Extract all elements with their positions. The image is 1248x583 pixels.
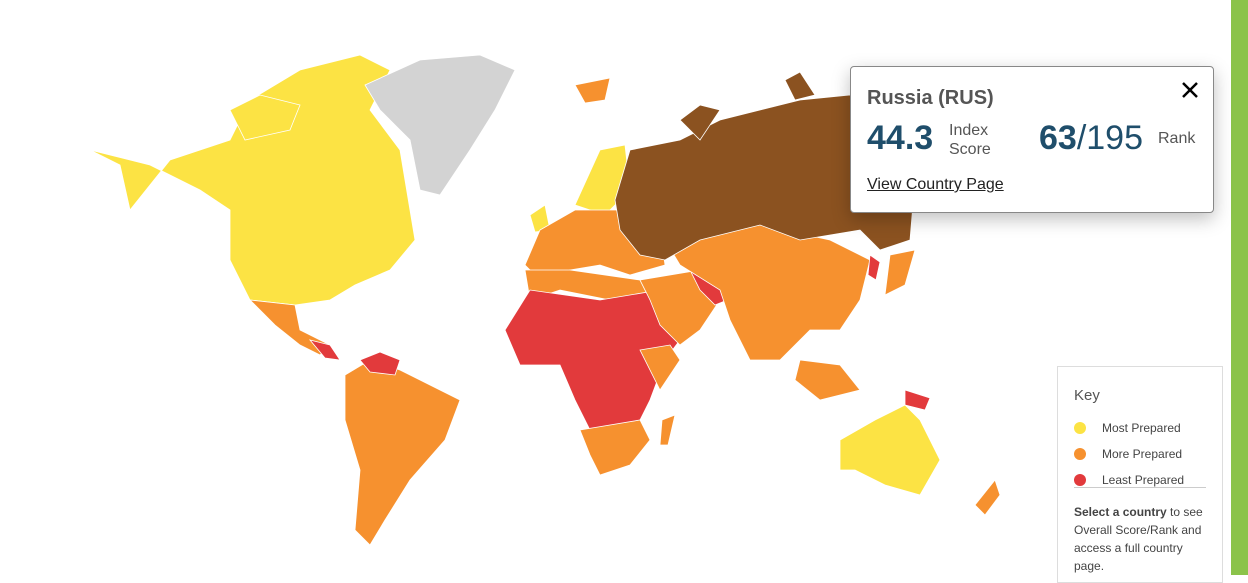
note-bold: Select a country [1074,505,1167,519]
rank-total: /195 [1076,119,1144,157]
country[interactable] [679,104,721,141]
country[interactable] [359,351,401,376]
rank-label: Rank [1158,130,1196,147]
country[interactable] [664,224,871,361]
legend-swatch [1074,474,1086,486]
country[interactable] [794,359,861,401]
note-text: to see Overall Score/Rank and access a f… [1074,505,1203,573]
country[interactable] [364,54,516,196]
country[interactable] [89,54,416,306]
country[interactable] [639,344,681,391]
country[interactable] [884,249,916,296]
country[interactable] [867,254,881,281]
country[interactable] [839,404,941,496]
country[interactable] [308,339,341,361]
legend-label: Most Prepared [1102,421,1181,435]
country-tooltip: Russia (RUS) 44.3 Index Score 63/195 Ran… [850,66,1214,213]
legend-item: Most Prepared [1074,421,1181,435]
legend-note: Select a country to see Overall Score/Ra… [1074,503,1214,575]
close-button[interactable] [1181,81,1199,99]
country[interactable] [344,359,461,546]
country-page-link[interactable]: View Country Page [867,176,1004,193]
country-name: Russia (RUS) [867,87,994,109]
index-score: 44.3 [867,119,934,157]
country[interactable] [614,94,916,261]
legend: Key Most Prepared More Prepared Least Prep… [1057,366,1223,583]
country[interactable] [504,289,681,431]
legend-item: Least Prepared [1074,473,1184,487]
country[interactable] [229,94,301,141]
country[interactable] [974,479,1001,516]
legend-swatch [1074,448,1086,460]
legend-label: More Prepared [1102,447,1183,461]
sidebar [1231,0,1248,575]
legend-swatch [1074,422,1086,434]
country[interactable] [904,389,931,411]
rank-value: 63 [1039,119,1077,157]
country[interactable] [574,77,611,104]
legend-title: Key [1074,387,1100,404]
legend-item: More Prepared [1074,447,1182,461]
score-label: Index Score [949,122,991,158]
country[interactable] [784,71,816,101]
country[interactable] [579,419,651,476]
legend-label: Least Prepared [1102,473,1185,487]
rank: 63/195 [1039,119,1143,158]
country[interactable] [659,414,676,446]
